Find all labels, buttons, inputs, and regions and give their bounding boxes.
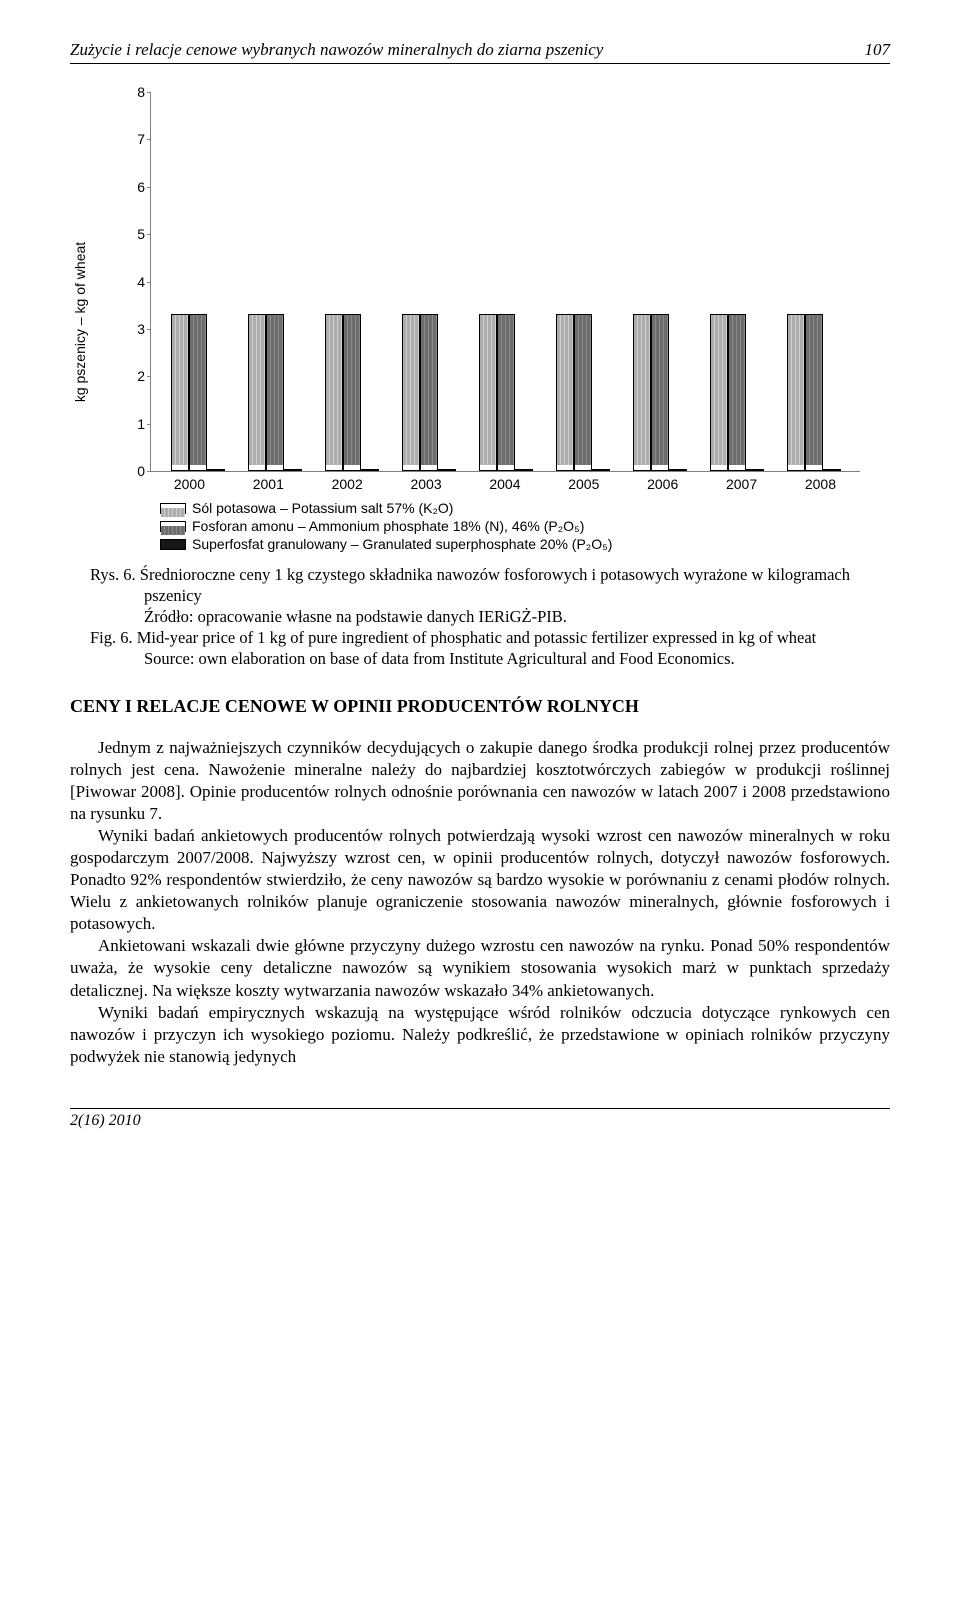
x-tick: 2008	[805, 476, 836, 492]
y-axis-label: kg pszenicy – kg of wheat	[72, 242, 88, 402]
x-tick: 2000	[174, 476, 205, 492]
bar	[592, 469, 610, 471]
y-tick: 5	[121, 226, 145, 242]
bar-group	[325, 314, 379, 471]
bar	[728, 314, 746, 471]
chart-legend: Sól potasowa – Potassium salt 57% (K₂O) F…	[160, 498, 860, 552]
bar	[284, 469, 302, 471]
bar	[515, 469, 533, 471]
x-tick: 2007	[726, 476, 757, 492]
price-chart: kg pszenicy – kg of wheat 012345678 2000…	[90, 92, 870, 552]
bar	[189, 314, 207, 471]
y-tick: 3	[121, 321, 145, 337]
paragraph: Wyniki badań empirycznych wskazują na wy…	[70, 1002, 890, 1068]
x-tick: 2006	[647, 476, 678, 492]
caption-rys-label: Rys. 6.	[90, 565, 136, 584]
bar-group	[479, 314, 533, 471]
plot-area: 012345678	[150, 92, 860, 472]
legend-swatch	[160, 503, 186, 514]
x-tick: 2005	[568, 476, 599, 492]
bar	[207, 469, 225, 471]
bar	[361, 469, 379, 471]
bar	[325, 314, 343, 471]
caption-rys-line2: Źródło: opracowanie własne na podstawie …	[144, 607, 567, 626]
bar	[556, 314, 574, 471]
y-tick: 4	[121, 274, 145, 290]
x-tick: 2001	[253, 476, 284, 492]
legend-item: Fosforan amonu – Ammonium phosphate 18% …	[160, 518, 860, 534]
bar	[402, 314, 420, 471]
bar	[479, 314, 497, 471]
bar	[171, 314, 189, 471]
bar	[633, 314, 651, 471]
bar	[248, 314, 266, 471]
y-tick: 0	[121, 463, 145, 479]
y-tick: 8	[121, 84, 145, 100]
section-heading: CENY I RELACJE CENOWE W OPINII PRODUCENT…	[70, 696, 890, 717]
legend-swatch	[160, 539, 186, 550]
bar-group	[556, 314, 610, 471]
bar	[823, 469, 841, 471]
y-tick: 2	[121, 368, 145, 384]
page-number: 107	[865, 40, 891, 60]
y-tick: 1	[121, 416, 145, 432]
bar	[669, 469, 687, 471]
bar-group	[710, 314, 764, 471]
bar	[574, 314, 592, 471]
bar	[746, 469, 764, 471]
legend-swatch	[160, 521, 186, 532]
bar	[497, 314, 515, 471]
paragraph: Ankietowani wskazali dwie główne przyczy…	[70, 935, 890, 1001]
legend-item: Superfosfat granulowany – Granulated sup…	[160, 536, 860, 552]
x-tick: 2002	[332, 476, 363, 492]
bar	[805, 314, 823, 471]
y-tick: 7	[121, 131, 145, 147]
body-text: Jednym z najważniejszych czynników decyd…	[70, 737, 890, 1068]
bar-group	[171, 314, 225, 471]
bar-group	[787, 314, 841, 471]
bar	[420, 314, 438, 471]
caption-rys-line1: Średnioroczne ceny 1 kg czystego składni…	[140, 565, 850, 605]
legend-label: Fosforan amonu – Ammonium phosphate 18% …	[192, 518, 584, 534]
paragraph: Wyniki badań ankietowych producentów rol…	[70, 825, 890, 935]
bar-group	[402, 314, 456, 471]
footer: 2(16) 2010	[70, 1108, 890, 1130]
bar-group	[633, 314, 687, 471]
bar	[266, 314, 284, 471]
legend-label: Superfosfat granulowany – Granulated sup…	[192, 536, 612, 552]
bar	[710, 314, 728, 471]
caption-fig-line1: Mid-year price of 1 kg of pure ingredien…	[137, 628, 816, 647]
legend-label: Sól potasowa – Potassium salt 57% (K₂O)	[192, 500, 453, 516]
x-ticks: 2000 2001 2002 2003 2004 2005 2006 2007 2008	[150, 476, 860, 492]
legend-item: Sól potasowa – Potassium salt 57% (K₂O)	[160, 500, 860, 516]
bar	[787, 314, 805, 471]
paragraph: Jednym z najważniejszych czynników decyd…	[70, 737, 890, 825]
bar	[651, 314, 669, 471]
caption-fig-label: Fig. 6.	[90, 628, 133, 647]
x-tick: 2004	[489, 476, 520, 492]
running-head: Zużycie i relacje cenowe wybranych nawoz…	[70, 40, 890, 64]
bar	[343, 314, 361, 471]
x-tick: 2003	[410, 476, 441, 492]
figure-caption: Rys. 6. Średnioroczne ceny 1 kg czystego…	[90, 564, 870, 670]
y-tick: 6	[121, 179, 145, 195]
bar	[438, 469, 456, 471]
bar-group	[248, 314, 302, 471]
caption-fig-line2: Source: own elaboration on base of data …	[144, 649, 735, 668]
running-title: Zużycie i relacje cenowe wybranych nawoz…	[70, 40, 603, 60]
